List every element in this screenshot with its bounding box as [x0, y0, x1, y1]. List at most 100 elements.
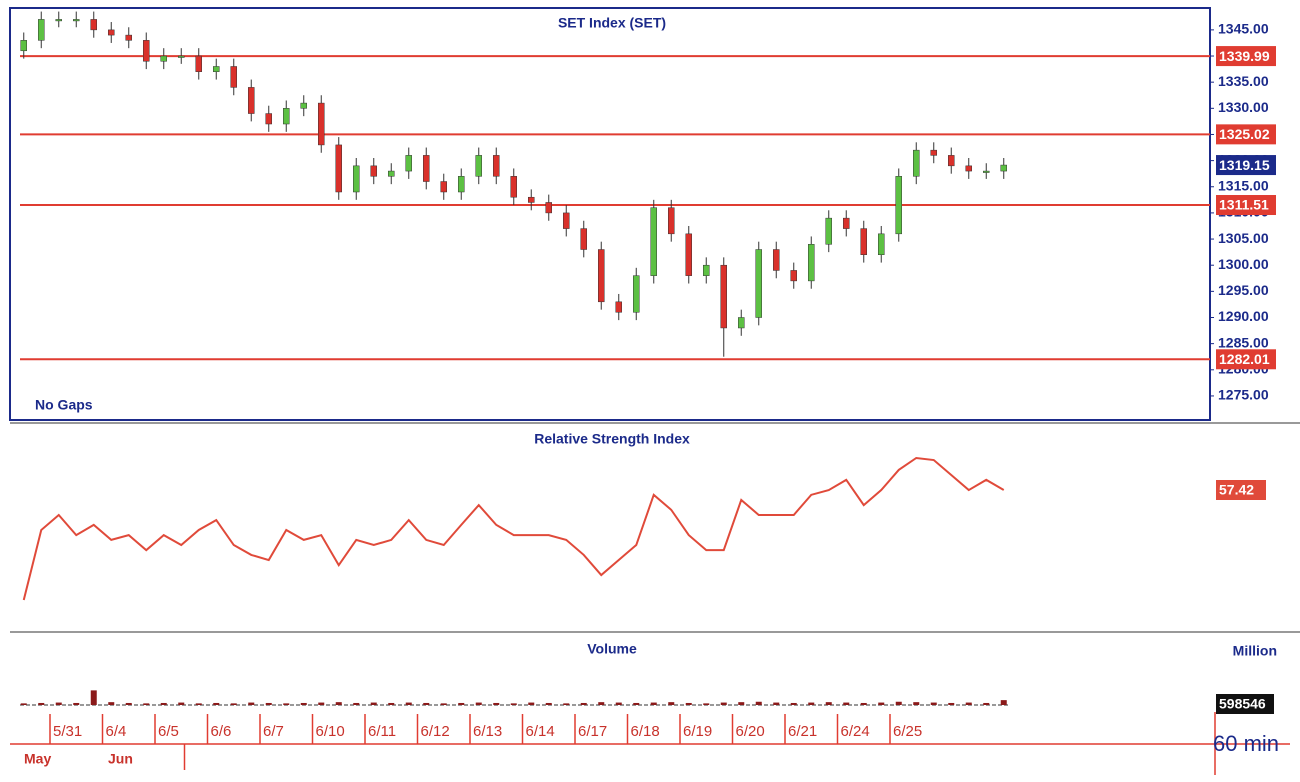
candle-body — [90, 19, 97, 31]
candle-body — [983, 170, 990, 173]
candle-body — [265, 113, 272, 125]
candle-body — [55, 19, 62, 22]
volume-bar — [248, 702, 255, 705]
x-tick-label: 6/4 — [106, 723, 127, 740]
price-frame — [9, 7, 1211, 421]
volume-bar — [580, 702, 587, 705]
level-label: 1311.51 — [1219, 197, 1269, 213]
x-tick-label: 6/20 — [736, 723, 765, 740]
x-tick-label: 6/19 — [683, 723, 712, 740]
volume-bar — [38, 702, 45, 705]
volume-bar — [790, 702, 797, 705]
x-tick-label: 6/12 — [421, 723, 450, 740]
candle-body — [650, 207, 657, 276]
candle-body — [545, 202, 552, 214]
volume-bar — [685, 702, 692, 705]
volume-bar — [265, 702, 272, 705]
volume-bar — [20, 703, 27, 705]
x-tick-label: 6/17 — [578, 723, 607, 740]
x-tick-label: 6/14 — [526, 723, 555, 740]
interval-label: 60 min — [1213, 731, 1279, 756]
level-label-bg — [1216, 349, 1276, 370]
rsi-last-label: 57.42 — [1219, 482, 1254, 498]
candle-body — [143, 40, 150, 62]
x-tick-label: 5/31 — [53, 723, 82, 740]
volume-bar — [703, 703, 710, 705]
volume-bar — [598, 702, 605, 705]
volume-bar — [668, 702, 675, 705]
y-tick-label: 1290.00 — [1218, 308, 1269, 324]
volume-bar — [755, 701, 762, 705]
volume-unit: Million — [1233, 643, 1277, 659]
volume-bar — [878, 702, 885, 705]
candle-body — [20, 40, 27, 52]
candle-body — [808, 244, 815, 282]
x-tick-label: 6/5 — [158, 723, 179, 740]
volume-bar — [808, 702, 815, 705]
candle-body — [353, 165, 360, 193]
volume-bar — [965, 702, 972, 705]
volume-last-label: 598546 — [1219, 696, 1266, 712]
volume-bar — [55, 702, 62, 705]
candle-body — [318, 102, 325, 146]
volume-bar — [318, 702, 325, 705]
candle-body — [528, 196, 535, 203]
x-tick-label: 6/24 — [841, 723, 870, 740]
rsi-label-bg — [1216, 480, 1266, 500]
candle-body — [790, 270, 797, 282]
y-tick-label: 1305.00 — [1218, 230, 1269, 246]
volume-bar — [458, 702, 465, 705]
volume-bar — [650, 702, 657, 705]
volume-bar — [913, 702, 920, 705]
candle-body — [720, 264, 727, 329]
volume-bar — [335, 702, 342, 705]
candle-body — [108, 29, 115, 36]
volume-bar — [423, 702, 430, 705]
candle-body — [458, 176, 465, 193]
x-tick-label: 6/13 — [473, 723, 502, 740]
candle-body — [440, 181, 447, 193]
volume-bar — [353, 702, 360, 705]
candle-body — [73, 19, 80, 22]
candle-body — [878, 233, 885, 255]
volume-title: Volume — [587, 641, 637, 657]
x-tick-label: 6/7 — [263, 723, 284, 740]
volume-bar — [563, 703, 570, 705]
volume-bar — [73, 702, 80, 705]
volume-label-bg — [1216, 694, 1274, 714]
volume-bar — [230, 703, 237, 705]
x-tick-label: 6/10 — [316, 723, 345, 740]
volume-bar — [633, 702, 640, 705]
annotation: No Gaps — [35, 397, 93, 413]
volume-bar — [493, 702, 500, 705]
level-label-bg — [1216, 195, 1276, 216]
volume-bar — [195, 703, 202, 705]
candle-body — [580, 228, 587, 250]
rsi-title: Relative Strength Index — [534, 431, 690, 447]
candle-body — [213, 66, 220, 72]
candle-body — [125, 34, 132, 41]
volume-bar — [405, 702, 412, 705]
volume-bar — [510, 703, 517, 705]
volume-bar — [370, 702, 377, 705]
volume-bar — [388, 702, 395, 705]
candle-body — [930, 149, 937, 156]
candle-body — [230, 66, 237, 88]
volume-bar — [895, 701, 902, 705]
volume-bar — [545, 702, 552, 705]
volume-bar — [283, 703, 290, 705]
volume-bar — [1000, 700, 1007, 705]
volume-bar — [738, 702, 745, 705]
volume-bar — [90, 690, 97, 705]
last-price-label: 1319.15 — [1219, 157, 1270, 173]
y-tick-label: 1295.00 — [1218, 282, 1269, 298]
volume-bar — [160, 702, 167, 705]
candle-body — [948, 155, 955, 167]
candle-body — [300, 102, 307, 109]
volume-bar — [108, 702, 115, 705]
level-label: 1325.02 — [1219, 126, 1270, 142]
y-tick-label: 1275.00 — [1218, 387, 1269, 403]
candle-body — [895, 176, 902, 235]
